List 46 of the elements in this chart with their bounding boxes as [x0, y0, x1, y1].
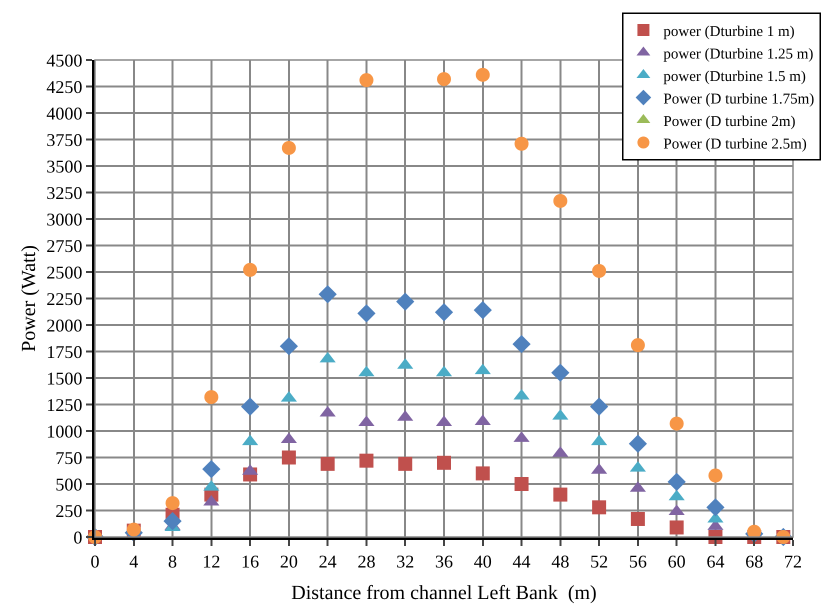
y-tick-label: 3500	[46, 156, 82, 176]
y-tick-label: 0	[73, 527, 82, 548]
x-tick-label: 12	[202, 552, 220, 572]
y-tick-label: 4500	[46, 50, 82, 70]
legend-label: Power (D turbine 1.75m)	[663, 91, 814, 108]
legend-label: power (Dturbine 1.25 m)	[663, 46, 814, 62]
x-axis-title: Distance from channel Left Bank (m)	[291, 582, 597, 604]
x-tick-label: 60	[668, 552, 686, 572]
y-tick-label: 1500	[46, 368, 82, 388]
y-tick-label: 4250	[46, 76, 82, 97]
x-tick-label: 0	[90, 552, 100, 572]
x-tick-label: 16	[241, 552, 260, 572]
y-tick-label: 3250	[46, 182, 82, 203]
legend-label: Power (D turbine 2m)	[663, 114, 796, 130]
y-tick-label: 2500	[46, 262, 82, 282]
y-tick-label: 2250	[46, 288, 82, 309]
x-tick-label: 20	[280, 552, 298, 572]
legend-label: power (Dturbine 1.5 m)	[663, 68, 806, 85]
y-tick-label: 500	[55, 474, 82, 494]
x-tick-label: 56	[628, 552, 647, 572]
x-tick-label: 68	[745, 552, 764, 572]
x-tick-label: 72	[784, 552, 802, 572]
x-tick-label: 32	[396, 552, 414, 572]
y-tick-label: 250	[55, 500, 82, 521]
x-tick-label: 40	[474, 552, 492, 572]
x-tick-label: 44	[512, 552, 531, 572]
y-tick-label: 4000	[46, 103, 82, 124]
x-tick-label: 24	[318, 552, 337, 572]
legend-label: power (Dturbine 1 m)	[663, 24, 795, 40]
y-tick-label: 2750	[46, 236, 82, 256]
x-tick-label: 48	[551, 552, 570, 572]
x-tick-label: 4	[129, 552, 138, 572]
y-tick-label: 1250	[46, 394, 82, 415]
x-tick-label: 28	[357, 552, 376, 572]
x-tick-label: 8	[168, 552, 178, 572]
y-tick-label: 750	[55, 448, 82, 468]
x-tick-label: 52	[590, 552, 608, 572]
y-axis-title: Power (Watt)	[18, 245, 40, 352]
y-tick-label: 2000	[46, 315, 82, 336]
y-tick-label: 1750	[46, 342, 82, 362]
y-tick-label: 3000	[46, 209, 82, 230]
y-tick-label: 3750	[46, 130, 82, 150]
y-tick-label: 1000	[46, 421, 82, 442]
legend-label: Power (D turbine 2.5m)	[663, 136, 807, 152]
x-tick-label: 36	[435, 552, 453, 572]
x-tick-label: 64	[706, 552, 724, 572]
